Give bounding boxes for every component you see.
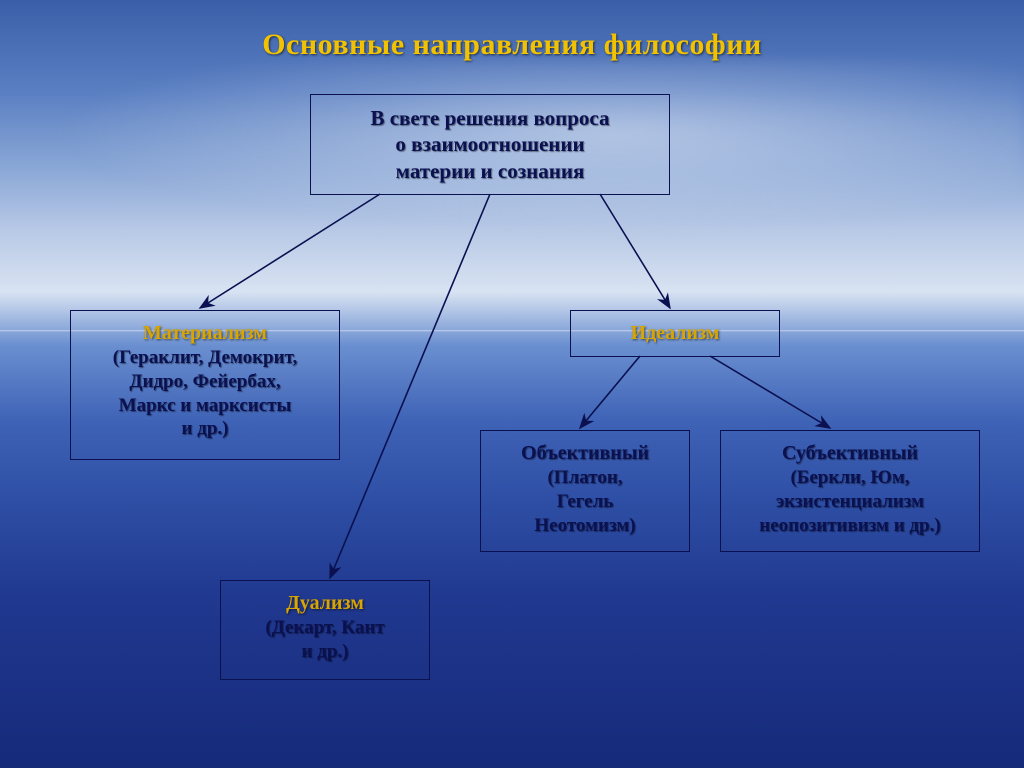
- node-dualism-line1: (Декарт, Кант: [235, 616, 415, 640]
- node-subjective: Субъективный (Беркли, Юм, экзистенциализ…: [720, 430, 980, 552]
- node-subjective-line2: экзистенциализм: [735, 490, 965, 514]
- node-objective-line3: Неотомизм): [495, 514, 675, 538]
- node-materialism-line4: и др.): [85, 417, 325, 441]
- node-dualism-line2: и др.): [235, 640, 415, 664]
- node-materialism-line1: (Гераклит, Демокрит,: [85, 346, 325, 370]
- edge-idealism-subjective: [710, 356, 830, 428]
- node-objective-heading: Объективный: [495, 441, 675, 466]
- node-root-line2: о взаимоотношении: [325, 131, 655, 157]
- node-subjective-line1: (Беркли, Юм,: [735, 466, 965, 490]
- node-idealism-heading: Идеализм: [585, 321, 765, 346]
- node-materialism-line3: Маркс и марксисты: [85, 394, 325, 418]
- node-materialism: Материализм (Гераклит, Демокрит, Дидро, …: [70, 310, 340, 460]
- node-dualism: Дуализм (Декарт, Кант и др.): [220, 580, 430, 680]
- edge-root-materialism: [200, 194, 380, 308]
- node-dualism-heading: Дуализм: [235, 591, 415, 616]
- slide-title: Основные направления философии: [0, 28, 1024, 62]
- node-root-line3: материи и сознания: [325, 158, 655, 184]
- node-materialism-line2: Дидро, Фейербах,: [85, 370, 325, 394]
- node-idealism: Идеализм: [570, 310, 780, 357]
- node-objective: Объективный (Платон, Гегель Неотомизм): [480, 430, 690, 552]
- edge-root-idealism: [600, 194, 670, 308]
- node-subjective-heading: Субъективный: [735, 441, 965, 466]
- node-objective-line1: (Платон,: [495, 466, 675, 490]
- node-materialism-heading: Материализм: [85, 321, 325, 346]
- node-root: В свете решения вопроса о взаимоотношени…: [310, 94, 670, 195]
- node-subjective-line3: неопозитивизм и др.): [735, 514, 965, 538]
- node-objective-line2: Гегель: [495, 490, 675, 514]
- edge-root-dualism: [330, 194, 490, 578]
- edge-idealism-objective: [580, 356, 640, 428]
- slide-stage: Основные направления философии В свете р…: [0, 0, 1024, 768]
- node-root-line1: В свете решения вопроса: [325, 105, 655, 131]
